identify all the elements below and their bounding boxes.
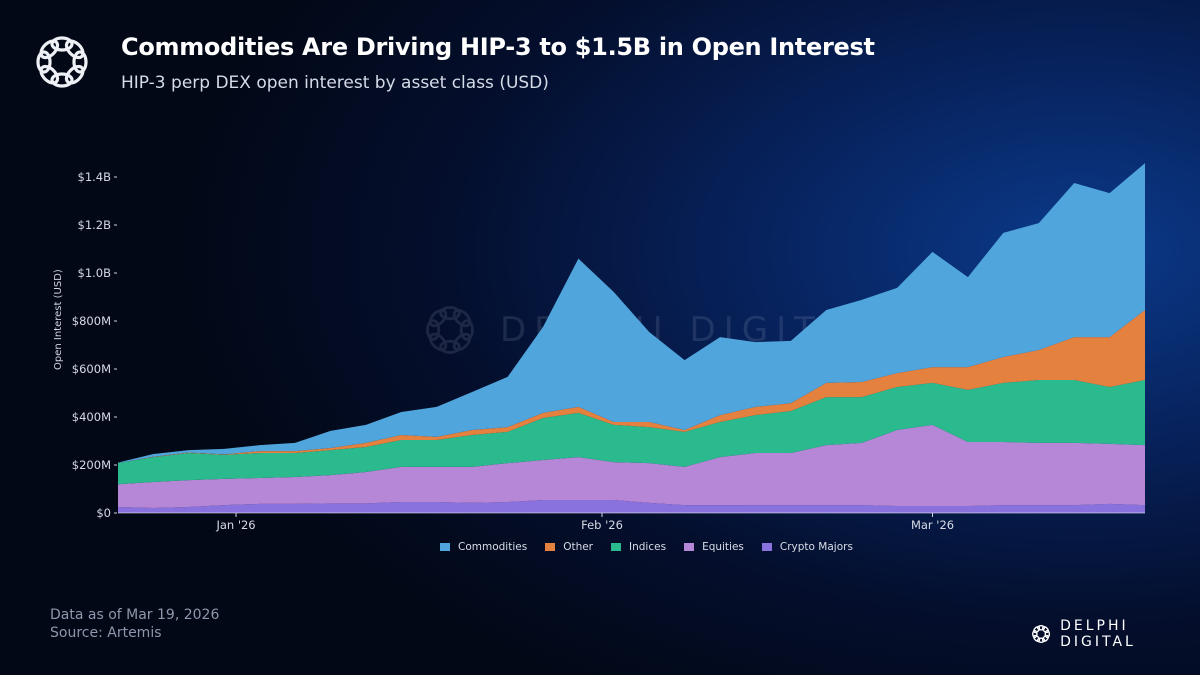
watermark-logo-icon [426,306,474,354]
legend-item-other[interactable]: Other [545,541,593,553]
delphi-logo-icon [36,36,88,88]
chart-subtitle: HIP-3 perp DEX open interest by asset cl… [121,73,549,93]
legend-item-commodities[interactable]: Commodities [440,541,527,553]
source: Source: Artemis [50,625,162,641]
legend-label: Other [563,541,594,553]
delphi-knot-icon [1032,625,1051,643]
legend-label: Crypto Majors [779,541,853,553]
legend-swatch [440,543,450,551]
y-tick-label: $1.2B [78,218,112,232]
brand-name: DELPHI DIGITAL [1060,618,1136,650]
y-tick-label: $200M [72,458,111,472]
legend-item-crypto-majors[interactable]: Crypto Majors [761,541,853,553]
legend-item-indices[interactable]: Indices [611,541,666,553]
y-tick-label: $0 [96,506,111,520]
area-crypto-majors [118,500,1145,513]
area-commodities [118,163,1145,464]
legend-label: Commodities [458,541,528,553]
y-axis-label: Open Interest (USD) [53,269,64,370]
legend-swatch [761,543,772,551]
y-tick-label: $1.0B [78,266,112,280]
brand: DELPHI DIGITAL [1030,618,1200,650]
chart-title: Commodities Are Driving HIP-3 to $1.5B i… [121,33,875,61]
legend-swatch [545,543,556,551]
y-tick-label: $1.4B [78,170,112,184]
y-tick-label: $600M [72,362,111,376]
legend-swatch [611,543,622,551]
data-as-of: Data as of Mar 19, 2026 [50,607,220,623]
x-tick-label: Jan '26 [215,518,255,532]
legend-label: Indices [629,541,667,553]
area-equities [118,424,1145,508]
legend-swatch [684,543,695,551]
x-tick-label: Feb '26 [581,518,623,532]
x-tick-label: Mar '26 [911,518,954,532]
area-indices [118,380,1145,485]
y-tick-label: $400M [72,410,111,424]
legend: Commodities Other Indices Equities Crypt… [440,541,853,553]
y-tick-label: $800M [72,314,111,328]
legend-label: Equities [702,541,744,553]
footer-notes: Data as of Mar 19, 2026 Source: Artemis [50,606,219,642]
legend-item-equities[interactable]: Equities [684,541,744,553]
